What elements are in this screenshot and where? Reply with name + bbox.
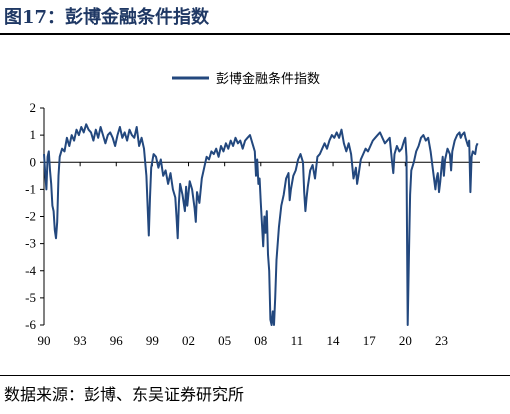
y-tick-label: -6 bbox=[25, 317, 36, 332]
y-tick-label: 1 bbox=[30, 127, 37, 142]
y-tick-label: 2 bbox=[30, 100, 37, 115]
x-tick-label: 11 bbox=[291, 333, 304, 348]
x-axis: 90 93 96 99 02 05 08 11 14 17 20 23 bbox=[38, 161, 480, 348]
y-tick-label: -3 bbox=[25, 236, 36, 251]
source-rule bbox=[0, 375, 510, 376]
legend-label: 彭博金融条件指数 bbox=[216, 71, 320, 87]
x-tick-label: 90 bbox=[38, 333, 51, 348]
series-group bbox=[43, 123, 479, 326]
source-note: 数据来源：彭博、东吴证券研究所 bbox=[4, 385, 245, 404]
y-tick-label: -1 bbox=[25, 181, 36, 196]
y-tick-label: -2 bbox=[25, 209, 36, 224]
y-tick-label: 0 bbox=[30, 154, 37, 169]
x-tick-label: 05 bbox=[218, 333, 231, 348]
series-line bbox=[43, 123, 479, 326]
x-tick-label: 96 bbox=[110, 333, 124, 348]
x-tick-label: 93 bbox=[74, 333, 87, 348]
y-tick-label: -4 bbox=[25, 263, 36, 278]
y-axis: 2 1 0 -1 -2 -3 -4 -5 -6 bbox=[25, 100, 45, 332]
chart-legend: 彭博金融条件指数 bbox=[172, 71, 320, 87]
x-tick-label: 20 bbox=[399, 333, 412, 348]
y-tick-label: -5 bbox=[25, 290, 36, 305]
x-tick-label: 23 bbox=[435, 333, 448, 348]
x-tick-label: 99 bbox=[146, 333, 159, 348]
title-rule bbox=[0, 33, 510, 35]
x-tick-label: 02 bbox=[182, 333, 195, 348]
x-tick-label: 08 bbox=[254, 333, 267, 348]
x-tick-label: 17 bbox=[363, 333, 377, 348]
x-tick-label: 14 bbox=[327, 333, 341, 348]
figure-title: 图17：彭博金融条件指数 bbox=[4, 7, 210, 28]
